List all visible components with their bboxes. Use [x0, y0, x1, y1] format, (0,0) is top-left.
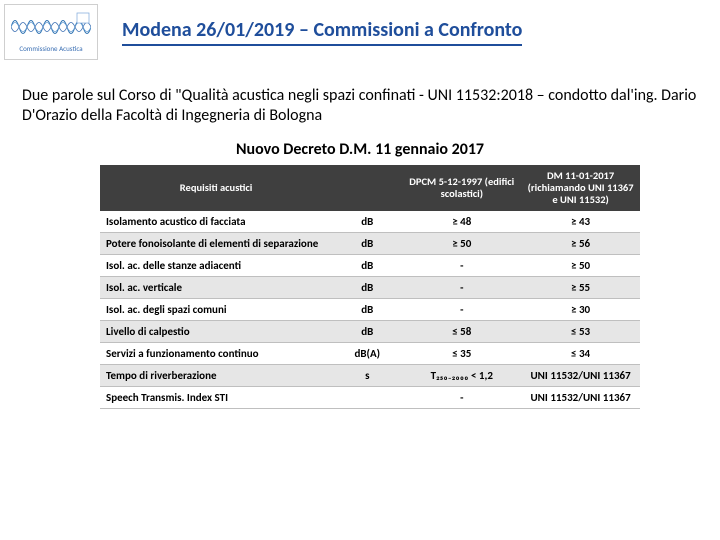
row-label: Potere fonoisolante di elementi di separ…	[100, 233, 332, 255]
row-value: T₂₅₀₋₂₀₀₀ < 1,2	[402, 365, 521, 387]
row-value: ≤ 53	[521, 321, 640, 343]
row-value: -	[402, 299, 521, 321]
row-unit: dB	[332, 277, 402, 299]
row-unit: dB(A)	[332, 343, 402, 365]
requirements-table: Requisiti acustici DPCM 5-12-1997 (edifi…	[100, 165, 640, 409]
row-unit	[332, 387, 402, 409]
row-label: Speech Transmis. Index STI	[100, 387, 332, 409]
table-row: Isol. ac. degli spazi comunidB-≥ 30	[100, 299, 640, 321]
slide-title: Modena 26/01/2019 – Commissioni a Confro…	[122, 18, 522, 46]
row-unit: dB	[332, 321, 402, 343]
row-value: ≥ 48	[402, 211, 521, 233]
logo-caption: Commissione Acustica	[19, 44, 82, 53]
row-unit: dB	[332, 299, 402, 321]
row-label: Isol. ac. delle stanze adiacenti	[100, 255, 332, 277]
col-unit	[332, 166, 402, 211]
table-row: Isol. ac. verticaledB-≥ 55	[100, 277, 640, 299]
row-label: Isolamento acustico di facciata	[100, 211, 332, 233]
requirements-table-wrap: Requisiti acustici DPCM 5-12-1997 (edifi…	[0, 165, 720, 409]
intro-paragraph: Due parole sul Corso di "Qualità acustic…	[0, 62, 720, 132]
row-unit: dB	[332, 211, 402, 233]
table-row: Servizi a funzionamento continuodB(A)≤ 3…	[100, 343, 640, 365]
col-dm: DM 11-01-2017 (richiamando UNI 11367 e U…	[521, 166, 640, 211]
row-label: Servizi a funzionamento continuo	[100, 343, 332, 365]
col-dpcm: DPCM 5-12-1997 (edifici scolastici)	[402, 166, 521, 211]
row-value: ≥ 30	[521, 299, 640, 321]
row-label: Isol. ac. verticale	[100, 277, 332, 299]
table-row: Potere fonoisolante di elementi di separ…	[100, 233, 640, 255]
table-subtitle: Nuovo Decreto D.M. 11 gennaio 2017	[0, 140, 720, 159]
row-value: -	[402, 255, 521, 277]
table-row: Isol. ac. delle stanze adiacentidB-≥ 50	[100, 255, 640, 277]
table-row: Isolamento acustico di facciatadB≥ 48≥ 4…	[100, 211, 640, 233]
waveform-icon	[11, 12, 91, 42]
row-value: ≥ 55	[521, 277, 640, 299]
row-value: ≥ 43	[521, 211, 640, 233]
table-row: Speech Transmis. Index STI -UNI 11532/UNI…	[100, 387, 640, 409]
commission-logo: Commissione Acustica	[4, 4, 98, 60]
row-value: ≤ 35	[402, 343, 521, 365]
table-row: Tempo di riverberazionesT₂₅₀₋₂₀₀₀ < 1,2U…	[100, 365, 640, 387]
row-unit: dB	[332, 255, 402, 277]
row-value: -	[402, 277, 521, 299]
table-row: Livello di calpestiodB≤ 58≤ 53	[100, 321, 640, 343]
row-value: ≥ 50	[521, 255, 640, 277]
row-value: UNI 11532/UNI 11367	[521, 365, 640, 387]
slide-header: Commissione Acustica Modena 26/01/2019 –…	[0, 0, 720, 62]
table-header-row: Requisiti acustici DPCM 5-12-1997 (edifi…	[100, 166, 640, 211]
row-value: ≥ 56	[521, 233, 640, 255]
col-requisiti: Requisiti acustici	[100, 166, 332, 211]
row-value: ≥ 50	[402, 233, 521, 255]
row-unit: s	[332, 365, 402, 387]
row-value: UNI 11532/UNI 11367	[521, 387, 640, 409]
row-value: ≤ 58	[402, 321, 521, 343]
row-unit: dB	[332, 233, 402, 255]
row-label: Livello di calpestio	[100, 321, 332, 343]
row-value: ≤ 34	[521, 343, 640, 365]
row-value: -	[402, 387, 521, 409]
row-label: Tempo di riverberazione	[100, 365, 332, 387]
row-label: Isol. ac. degli spazi comuni	[100, 299, 332, 321]
